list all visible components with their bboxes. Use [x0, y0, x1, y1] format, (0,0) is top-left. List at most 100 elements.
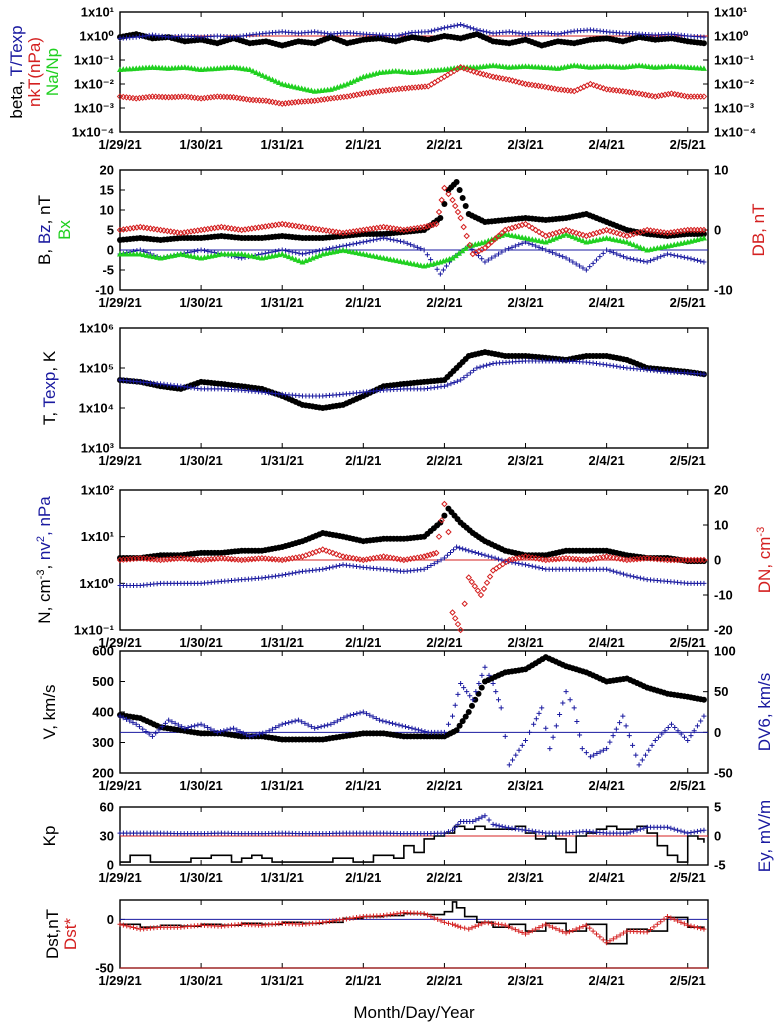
data-point [614, 363, 620, 369]
data-point [522, 220, 529, 228]
data-point [643, 752, 649, 758]
data-point [580, 924, 586, 930]
data-point [414, 244, 420, 250]
data-point [512, 555, 519, 562]
data-point [327, 565, 333, 571]
axis-label-part: -3 [755, 527, 767, 537]
x-tick-label: 1/30/21 [179, 973, 222, 988]
data-point [480, 28, 486, 34]
y-axis-label-left: Kp [40, 826, 59, 847]
series-red [117, 910, 707, 946]
data-point [672, 724, 678, 730]
data-point [475, 690, 482, 697]
data-point [275, 79, 282, 86]
data-point [491, 235, 499, 243]
data-point [572, 229, 580, 237]
data-point [320, 566, 326, 572]
data-point [654, 921, 660, 927]
y-tick-label-right: 5 [714, 800, 721, 815]
data-point [461, 375, 467, 381]
data-point [411, 243, 417, 249]
data-point [462, 245, 469, 251]
data-point [428, 81, 435, 88]
data-point [697, 93, 704, 100]
data-point [555, 31, 561, 37]
data-point [143, 729, 149, 735]
data-point [587, 264, 593, 270]
axis-label-part: Dst* [61, 918, 80, 951]
y-tick-label-right: 0 [714, 829, 721, 844]
data-point [422, 729, 428, 735]
y-tick-label: 1x10¹ [81, 5, 114, 20]
data-point [218, 729, 224, 735]
data-point [563, 255, 569, 261]
y-tick-label-right: -10 [714, 588, 733, 603]
data-point [637, 244, 644, 250]
series-red [116, 64, 708, 107]
data-point [454, 22, 460, 28]
data-point [519, 79, 526, 87]
y-tick-label-right: -20 [714, 623, 733, 638]
data-point [474, 365, 480, 371]
series-blue [117, 813, 707, 837]
y-tick-label-right: -50 [714, 766, 733, 781]
data-point [565, 29, 571, 35]
data-point [441, 830, 447, 836]
y-tick-label: 60 [100, 800, 114, 815]
y-tick-label: 15 [100, 183, 114, 198]
data-point [455, 821, 461, 827]
data-point [299, 719, 305, 725]
data-point [512, 927, 518, 933]
data-point [664, 251, 670, 257]
y-tick-label: 300 [92, 735, 114, 750]
y-tick-label: 1x10⁴ [79, 401, 114, 416]
y-axis-label-left: N, cm-3, nv2, nPa [35, 496, 54, 624]
data-point [691, 924, 697, 930]
x-tick-label: 2/4/21 [589, 870, 625, 885]
data-point [393, 33, 399, 39]
axis-label-part: DB, nT [749, 204, 768, 257]
data-point [452, 702, 458, 708]
data-point [470, 68, 477, 75]
data-point [583, 267, 589, 273]
axis-label-part: B, [35, 244, 54, 265]
data-point [621, 364, 627, 370]
data-point [370, 237, 376, 243]
data-point [526, 929, 532, 935]
data-point [701, 34, 707, 40]
data-point [529, 224, 536, 232]
data-point [466, 926, 472, 932]
data-point [701, 580, 707, 586]
data-point [457, 545, 463, 551]
data-point [539, 923, 545, 929]
data-point [159, 724, 165, 730]
data-point [409, 725, 415, 731]
data-point [435, 208, 443, 216]
data-point [435, 533, 443, 540]
data-point [364, 711, 370, 717]
data-point [634, 243, 641, 249]
x-tick-label: 2/3/21 [507, 973, 543, 988]
data-point [610, 250, 616, 256]
y-axis-label-left-3: Na/Np [43, 48, 62, 96]
data-point [499, 557, 505, 563]
data-point [360, 239, 366, 245]
data-point [685, 737, 691, 743]
series-green [117, 62, 707, 94]
data-point [483, 71, 490, 79]
data-point [634, 257, 640, 263]
data-point [483, 579, 491, 586]
y-tick-label-right: 0 [714, 223, 721, 238]
data-point [441, 555, 447, 561]
data-point [626, 733, 632, 739]
data-point [487, 361, 493, 367]
data-point [428, 563, 434, 569]
data-point [441, 919, 447, 925]
y-axis-label-left: V, km/s [40, 684, 59, 739]
data-point [208, 726, 214, 732]
series-blue [117, 664, 707, 768]
x-tick-label: 1/30/21 [179, 295, 222, 310]
x-tick-label: 2/4/21 [589, 453, 625, 468]
data-point [402, 31, 408, 37]
data-point [415, 727, 421, 733]
